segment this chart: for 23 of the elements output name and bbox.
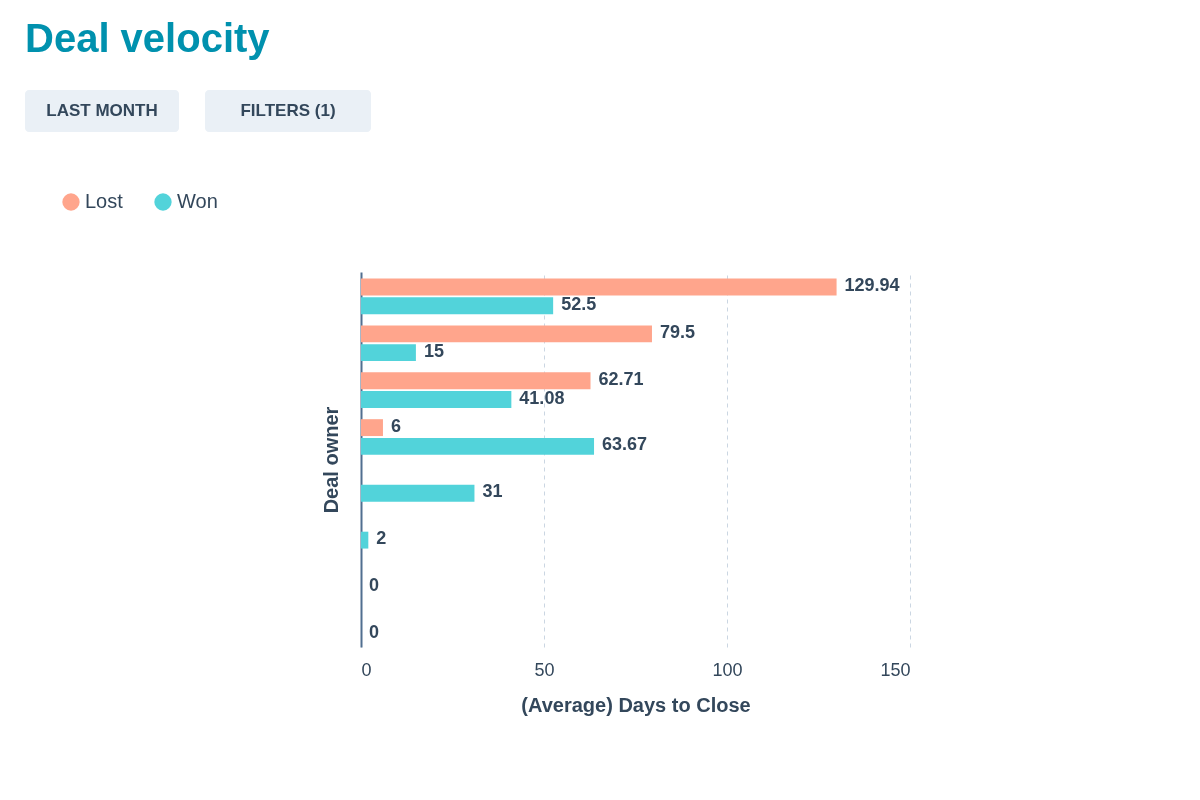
data-label: 41.08 [519, 387, 565, 408]
data-label: 31 [482, 481, 503, 502]
x-tick-label: 50 [534, 659, 555, 680]
data-label: 79.5 [659, 321, 696, 342]
x-tick-label: 100 [712, 659, 743, 680]
text: FILTERS (1) [240, 101, 336, 120]
data-label: 0 [369, 621, 380, 642]
data-label: 129.94 [844, 275, 900, 296]
data-label: 6 [390, 415, 401, 436]
data-label: 63.67 [602, 434, 648, 455]
legend-label: Won [177, 190, 218, 212]
x-tick-label: 150 [880, 659, 911, 680]
data-label: 2 [376, 528, 387, 549]
x-axis-title: (Average) Days to Close [521, 693, 751, 716]
y-axis-title: Deal owner [319, 406, 342, 514]
text: LAST MONTH [46, 101, 158, 120]
data-label: 15 [423, 340, 444, 361]
legend-label: Lost [85, 190, 124, 212]
data-label: 0 [369, 575, 380, 596]
data-label: 52.5 [561, 293, 597, 314]
chart-title: Deal velocity [25, 16, 271, 60]
x-tick-label: 0 [361, 659, 372, 680]
data-label: 62.71 [598, 368, 644, 389]
